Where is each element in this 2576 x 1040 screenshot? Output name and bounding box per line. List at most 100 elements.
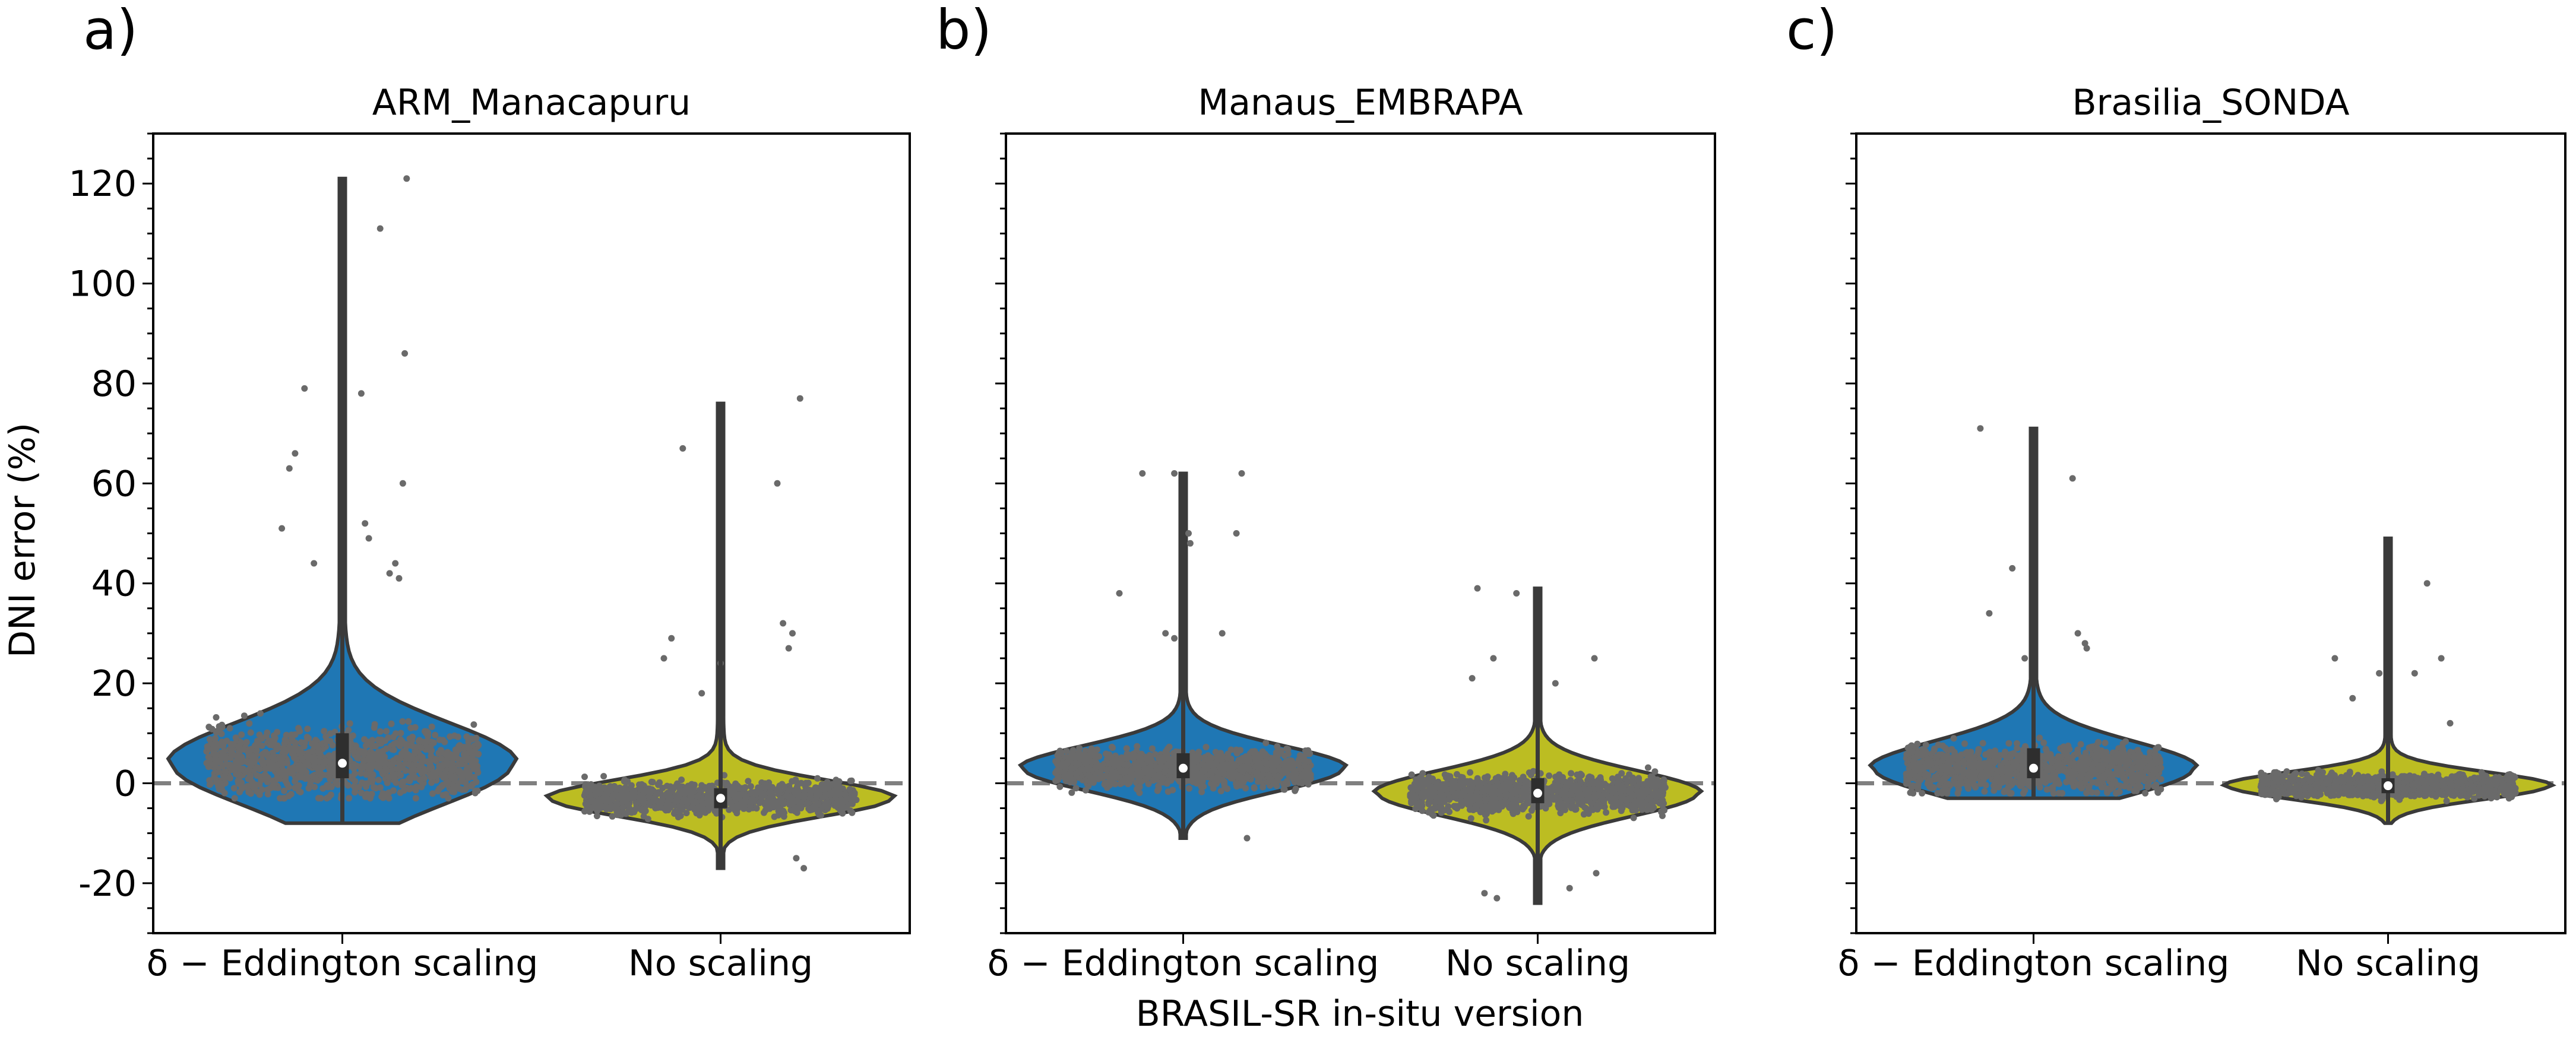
outlier-point	[1493, 895, 1501, 902]
data-point	[409, 737, 416, 744]
data-point	[688, 791, 695, 798]
data-point	[372, 743, 379, 750]
data-point	[1123, 767, 1130, 774]
data-point	[1635, 788, 1643, 795]
data-point	[1630, 814, 1637, 822]
data-point	[1055, 750, 1062, 757]
data-point	[438, 755, 445, 762]
data-point	[417, 776, 424, 784]
data-point	[376, 784, 384, 791]
data-point	[357, 770, 365, 777]
data-point	[269, 760, 276, 768]
data-point	[432, 731, 439, 738]
median-marker	[1179, 763, 1188, 773]
data-point	[1131, 765, 1138, 772]
data-point	[1577, 779, 1584, 786]
data-point	[290, 754, 298, 761]
data-point	[226, 725, 233, 732]
data-point	[1098, 765, 1105, 772]
data-point	[853, 797, 860, 803]
outlier-point	[1171, 635, 1178, 642]
data-point	[742, 784, 749, 791]
data-point	[406, 785, 413, 792]
data-point	[1579, 800, 1586, 807]
data-point	[1155, 754, 1162, 762]
outlier-point	[401, 350, 409, 357]
data-point	[683, 803, 691, 810]
data-point	[688, 781, 695, 788]
data-point	[455, 746, 463, 753]
data-point	[379, 790, 387, 797]
outlier-point	[1566, 884, 1573, 892]
data-point	[467, 782, 474, 789]
data-point	[1214, 752, 1221, 758]
data-point	[417, 762, 424, 769]
data-point	[381, 753, 388, 760]
data-point	[352, 788, 359, 795]
data-point	[756, 800, 763, 806]
data-point	[1299, 779, 1306, 787]
data-point	[450, 775, 457, 782]
data-point	[581, 773, 588, 781]
data-point	[780, 800, 787, 807]
data-point	[328, 784, 335, 791]
data-point	[1638, 806, 1645, 813]
outlier-point	[1171, 470, 1178, 477]
data-point	[1136, 784, 1143, 791]
outlier-point	[796, 395, 803, 402]
data-point	[1284, 750, 1292, 757]
outlier-point	[365, 535, 372, 542]
data-point	[405, 761, 412, 768]
data-point	[1586, 773, 1592, 781]
data-point	[1297, 765, 1304, 772]
data-point	[210, 761, 217, 768]
data-point	[1498, 787, 1505, 794]
outlier-point	[386, 570, 393, 577]
data-point	[350, 783, 357, 790]
data-point	[240, 746, 248, 753]
data-point	[1446, 794, 1453, 801]
data-point	[376, 728, 384, 735]
data-point	[739, 791, 746, 798]
data-point	[1244, 773, 1251, 780]
data-point	[270, 732, 277, 739]
data-point	[674, 780, 681, 787]
data-point	[1459, 774, 1466, 781]
data-point	[1245, 766, 1252, 773]
data-point	[471, 773, 478, 781]
data-point	[629, 789, 637, 796]
data-point	[1306, 750, 1313, 757]
data-point	[657, 804, 664, 811]
data-point	[464, 764, 471, 771]
data-point	[271, 784, 279, 791]
data-point	[397, 772, 404, 779]
data-point	[603, 797, 610, 804]
data-point	[1426, 795, 1433, 803]
data-point	[1093, 759, 1100, 766]
data-point	[1649, 774, 1656, 781]
data-point	[1476, 781, 1483, 788]
data-point	[766, 800, 773, 807]
data-point	[1545, 801, 1552, 807]
data-point	[1439, 794, 1447, 801]
data-point	[805, 805, 812, 812]
data-point	[838, 808, 846, 816]
y-tick-label: 120	[68, 163, 137, 205]
data-point	[644, 787, 651, 793]
median-marker	[338, 759, 347, 768]
data-point	[805, 787, 812, 793]
data-point	[232, 734, 239, 741]
data-point	[223, 737, 230, 744]
outlier-point	[679, 445, 686, 452]
data-point	[243, 738, 250, 746]
x-tick-label: No scaling	[1445, 943, 1630, 984]
data-point	[248, 746, 255, 753]
data-point	[825, 784, 833, 791]
data-point	[733, 810, 740, 817]
data-point	[1568, 770, 1575, 777]
data-point	[309, 773, 317, 780]
data-point	[416, 737, 423, 744]
data-point	[245, 789, 252, 796]
outlier-point	[785, 645, 792, 652]
